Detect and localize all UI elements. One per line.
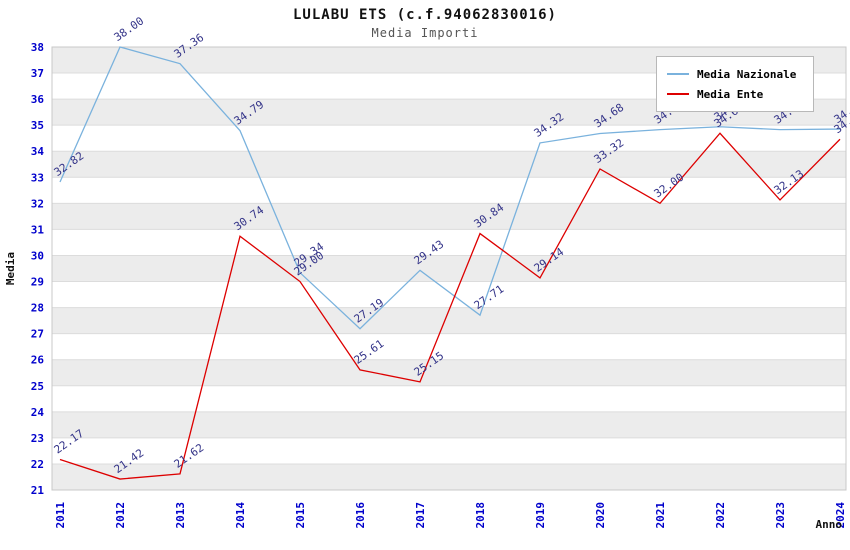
svg-text:2024: 2024: [834, 502, 847, 529]
svg-text:Media: Media: [4, 252, 17, 285]
svg-text:2015: 2015: [294, 502, 307, 529]
svg-text:2023: 2023: [774, 502, 787, 529]
svg-text:30: 30: [31, 249, 44, 262]
svg-text:2016: 2016: [354, 502, 367, 529]
svg-text:2013: 2013: [174, 502, 187, 529]
svg-text:34: 34: [31, 145, 45, 158]
svg-text:2018: 2018: [474, 502, 487, 529]
svg-text:26: 26: [31, 354, 45, 367]
svg-text:28: 28: [31, 302, 44, 315]
svg-text:36: 36: [31, 93, 45, 106]
svg-text:2021: 2021: [654, 502, 667, 529]
svg-text:37: 37: [31, 67, 44, 80]
svg-text:27: 27: [31, 328, 44, 341]
svg-text:21: 21: [31, 484, 45, 497]
svg-text:38.00: 38.00: [112, 14, 147, 44]
svg-text:2019: 2019: [534, 502, 547, 529]
svg-text:25: 25: [31, 380, 44, 393]
legend-label-nazionale: Media Nazionale: [697, 67, 797, 81]
svg-text:22: 22: [31, 458, 44, 471]
svg-text:33: 33: [31, 171, 44, 184]
legend-item-ente: Media Ente: [667, 86, 803, 102]
svg-text:31: 31: [31, 223, 45, 236]
svg-text:2017: 2017: [414, 502, 427, 529]
legend-label-ente: Media Ente: [697, 87, 764, 101]
chart-title: LULABU ETS (c.f.94062830016): [292, 7, 557, 23]
svg-text:Anno: Anno: [816, 518, 843, 531]
legend-item-nazionale: Media Nazionale: [667, 66, 803, 82]
svg-text:24: 24: [31, 406, 45, 419]
line-swatch-nazionale: [667, 73, 689, 75]
svg-text:2014: 2014: [234, 502, 247, 529]
line-swatch-ente: [667, 93, 689, 95]
svg-text:35: 35: [31, 119, 44, 132]
svg-text:2022: 2022: [714, 502, 727, 529]
chart-legend: Media Nazionale Media Ente: [656, 56, 814, 112]
svg-text:23: 23: [31, 432, 44, 445]
chart-subtitle: Media Importi: [371, 26, 479, 40]
svg-text:29: 29: [31, 276, 44, 289]
svg-text:2020: 2020: [594, 502, 607, 529]
svg-text:32: 32: [31, 197, 44, 210]
svg-text:2012: 2012: [114, 502, 127, 529]
svg-text:2011: 2011: [54, 502, 67, 529]
svg-text:38: 38: [31, 41, 44, 54]
